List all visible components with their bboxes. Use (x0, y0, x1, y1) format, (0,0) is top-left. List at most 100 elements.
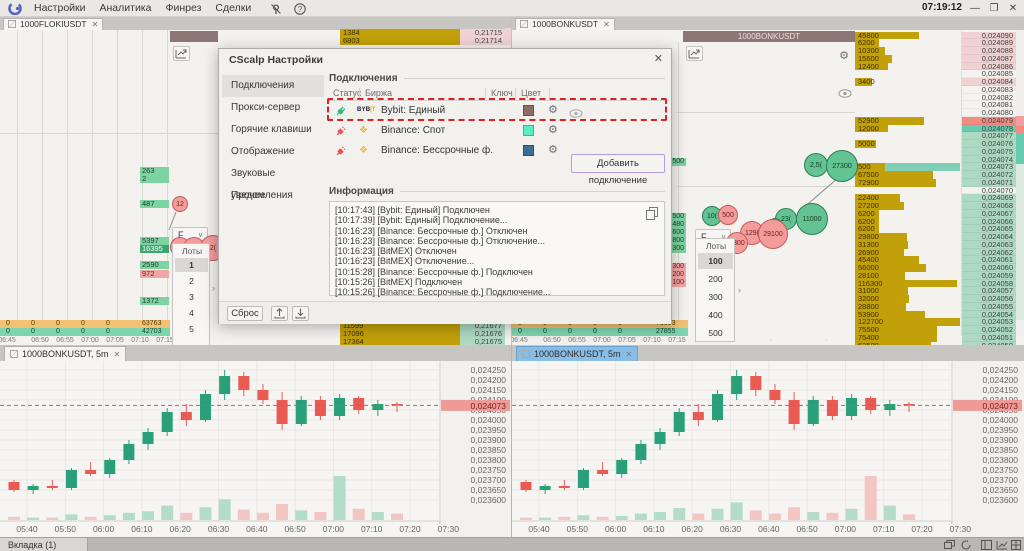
copy-icon[interactable] (646, 207, 658, 220)
ob-price-cell[interactable]: 0,024078 (962, 124, 1016, 133)
connection-row[interactable]: ❖ Binance: Бессрочные ф. ⚙ (329, 141, 665, 161)
ob-price-cell[interactable]: 0,024087 (962, 54, 1016, 63)
minimize-button[interactable]: — (970, 3, 980, 14)
lot-option[interactable]: 3 (189, 292, 194, 302)
lot-option[interactable]: 4 (189, 308, 194, 318)
ob-price-cell[interactable]: 0,024074 (962, 155, 1016, 164)
dialog-nav-item[interactable]: Прокси-сервер (231, 102, 301, 113)
pin-icon[interactable] (270, 3, 282, 15)
ob-price-cell[interactable]: 0,024079 (962, 116, 1016, 125)
ob-price-cell[interactable]: 0,024055 (962, 302, 1016, 311)
connection-color-swatch[interactable] (523, 145, 534, 156)
lot-option[interactable]: 400 (708, 310, 723, 320)
dialog-nav-item[interactable]: Отображение (231, 146, 295, 157)
lots-expander-icon[interactable]: › (212, 283, 215, 293)
ob-price-cell[interactable]: 0,024073 (962, 163, 1016, 171)
tab-close-icon[interactable]: ✕ (625, 350, 633, 359)
export-button[interactable] (271, 306, 288, 321)
ob-price-cell[interactable]: 0,024071 (962, 178, 1016, 187)
connection-gear-button[interactable]: ⚙ (548, 104, 558, 116)
chart-tab-1000bonkusdt-5m-active[interactable]: 1000BONKUSDT, 5m ✕ (516, 346, 639, 361)
ob-price-cell[interactable]: 0,024077 (962, 132, 1016, 140)
connection-color-swatch[interactable] (523, 105, 534, 116)
add-connection-button[interactable]: Добавить подключение (571, 154, 665, 186)
grid-layout-icon[interactable] (1011, 540, 1021, 550)
menu-item-0[interactable]: Настройки (34, 2, 86, 14)
lot-option[interactable]: 300 (708, 292, 723, 302)
ob-price-cell[interactable]: 0,024083 (962, 85, 1016, 94)
dialog-nav-item[interactable]: Подключения (222, 75, 324, 97)
ob-price-cell[interactable]: 0,024090 (962, 31, 1016, 40)
dialog-nav-item[interactable]: Горячие клавиши (231, 124, 312, 135)
ob-price-cell[interactable]: 0,024050 (962, 341, 1016, 345)
ob-price-cell[interactable]: 0,024070 (962, 186, 1016, 195)
ob-price-cell[interactable]: 0,024052 (962, 326, 1016, 334)
dialog-nav-item[interactable]: Звуковые уведомления (231, 168, 293, 201)
ob-price-cell[interactable]: 0,024059 (962, 271, 1016, 280)
restore-window-icon[interactable] (944, 540, 955, 550)
settings-gear-button[interactable]: ⚙ (836, 46, 852, 62)
ob-price-cell[interactable]: 0,024082 (962, 93, 1016, 102)
lots-expander-icon[interactable]: › (738, 285, 741, 295)
lot-option[interactable]: 100 (698, 253, 733, 269)
lot-option[interactable]: 200 (708, 274, 723, 284)
menu-item-2[interactable]: Финрез (165, 2, 202, 14)
ob-price-cell[interactable]: 0,024063 (962, 240, 1016, 249)
ob-price-cell[interactable]: 0,024054 (962, 310, 1016, 319)
ob-price-cell[interactable]: 0,024064 (962, 233, 1016, 241)
ob-price-cell[interactable]: 0,024085 (962, 70, 1016, 78)
ob-price-cell[interactable]: 0,024062 (962, 248, 1016, 257)
tab-close-icon[interactable]: ✕ (91, 20, 99, 29)
ob-price-cell[interactable]: 0,024076 (962, 140, 1016, 148)
expand-chart-button[interactable] (686, 46, 703, 61)
lot-option[interactable]: 2 (189, 276, 194, 286)
candlestick-chart[interactable]: 0,0242500,0242000,0241500,0241000,024050… (0, 361, 512, 537)
ob-price-cell[interactable]: 0,024088 (962, 47, 1016, 55)
ob-price-cell[interactable]: 0,024080 (962, 109, 1016, 117)
ob-price-cell[interactable]: 0,024068 (962, 202, 1016, 210)
connection-color-swatch[interactable] (523, 125, 534, 136)
tab-1000bonkusdt[interactable]: 1000BONKUSDT ✕ (515, 18, 615, 30)
ob-price-cell[interactable]: 0,024060 (962, 264, 1016, 272)
maximize-button[interactable]: ❐ (989, 3, 999, 14)
refresh-icon[interactable] (961, 540, 972, 550)
connection-row[interactable]: BYB |T Bybit: Единый ⚙ (329, 101, 665, 121)
lot-option[interactable]: 5 (189, 324, 194, 334)
tab-checkbox-icon[interactable] (522, 350, 530, 358)
ob-price-cell[interactable]: 0,024086 (962, 62, 1016, 71)
workspace-tab[interactable]: Вкладка (1) (0, 538, 88, 551)
tab-close-icon[interactable]: ✕ (113, 350, 121, 359)
ob-price-cell[interactable]: 0,024056 (962, 295, 1016, 303)
tab-checkbox-icon[interactable] (8, 20, 16, 28)
lot-option[interactable]: - (190, 340, 193, 345)
chart-tab-1000bonkusdt-5m[interactable]: 1000BONKUSDT, 5m ✕ (4, 346, 127, 361)
ob-price-cell[interactable]: 0,024084 (962, 78, 1016, 86)
help-icon[interactable]: ? (294, 3, 306, 15)
import-button[interactable] (292, 306, 309, 321)
expand-chart-button[interactable] (173, 46, 190, 61)
connection-gear-button[interactable]: ⚙ (548, 144, 558, 156)
reset-button[interactable]: Сброс (227, 306, 263, 321)
ob-price-cell[interactable]: 0,024058 (962, 279, 1016, 288)
ob-price-cell[interactable]: 0,024081 (962, 101, 1016, 109)
connection-log[interactable]: [10:17:43] [Bybit: Единый] Подключен [10:… (329, 201, 665, 297)
eye-icon[interactable] (838, 89, 852, 98)
columns-layout-icon[interactable] (981, 540, 992, 550)
ob-price-cell[interactable]: 0,024065 (962, 225, 1016, 233)
close-button[interactable]: ✕ (1008, 3, 1018, 14)
ob-price-cell[interactable]: 0,024053 (962, 318, 1016, 326)
ob-price-cell[interactable]: 0,024061 (962, 256, 1016, 264)
connection-eye-button[interactable] (569, 105, 583, 123)
tab-checkbox-icon[interactable] (10, 350, 18, 358)
menu-item-3[interactable]: Сделки (215, 2, 252, 14)
menu-item-1[interactable]: Аналитика (99, 2, 152, 14)
dialog-close-icon[interactable]: ✕ (653, 53, 663, 65)
ob-price-cell[interactable]: 0,024067 (962, 209, 1016, 218)
lot-option[interactable]: 500 (708, 328, 723, 338)
tab-close-icon[interactable]: ✕ (603, 20, 610, 29)
dialog-nav-item[interactable]: Прочее (231, 190, 266, 201)
ob-price-cell[interactable]: 0,024069 (962, 194, 1016, 202)
connection-gear-button[interactable]: ⚙ (548, 124, 558, 136)
tab-checkbox-icon[interactable] (520, 20, 528, 28)
connection-row[interactable]: ❖ Binance: Спот ⚙ (329, 121, 665, 141)
